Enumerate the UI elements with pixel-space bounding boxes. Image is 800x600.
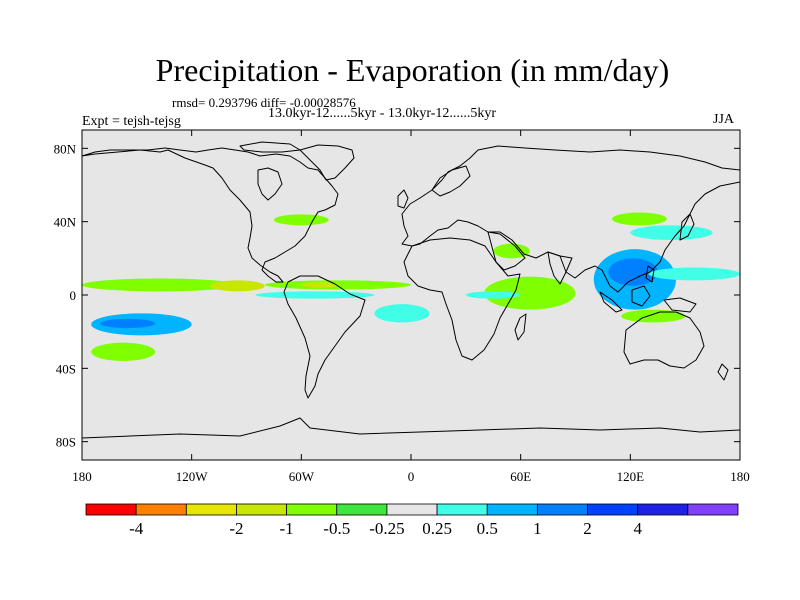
season-label: JJA — [713, 112, 735, 127]
anomaly-west-pacific-wet-band — [648, 267, 740, 281]
coast-eurasia — [401, 145, 741, 293]
y-tick-label: 80S — [56, 435, 76, 450]
coast-india — [547, 251, 573, 285]
anomaly-indian-ocean-dry-patch — [484, 276, 576, 310]
x-tick-label: 120E — [617, 469, 645, 484]
experiment-subtitle: 13.0kyr-12......5kyr - 13.0kyr-12......5… — [268, 106, 497, 121]
colorbar-label: -2 — [229, 519, 243, 538]
anomaly-east-pacific-dry-band — [82, 278, 238, 292]
anomaly-west-pacific-wet-north — [630, 225, 713, 241]
coast-arabia — [487, 231, 526, 271]
coast-new-zealand — [717, 363, 729, 381]
coast-madagascar — [514, 313, 527, 341]
x-tick-label: 180 — [72, 469, 92, 484]
x-tick-label: 0 — [408, 469, 415, 484]
colorbar: -4 -2 -1 -0.5 -0.25 0.25 0.5 1 2 4 — [85, 503, 739, 538]
anomaly-north-atlantic-dry-streak — [273, 214, 329, 226]
colorbar-box — [185, 503, 237, 516]
anomaly-south-pacific-dry-patch — [91, 342, 156, 362]
anomaly-south-pacific-wet-core — [100, 318, 156, 328]
colorbar-label: 4 — [633, 519, 642, 538]
colorbar-box — [386, 503, 438, 516]
figure-title: Precipitation - Evaporation (in mm/day) — [155, 52, 670, 88]
coast-africa — [403, 237, 521, 361]
coast-south-america — [283, 275, 366, 399]
colorbar-label: 2 — [583, 519, 592, 538]
colorbar-box — [486, 503, 538, 516]
coast-australia — [623, 311, 705, 369]
coast-greenland — [299, 144, 355, 181]
coast-sumatra — [599, 291, 623, 313]
anomaly-south-atlantic-wet-tongue — [374, 304, 430, 323]
coast-hudson-bay — [257, 167, 283, 201]
colorbar-box — [85, 503, 137, 516]
y-tick-label: 40N — [54, 215, 77, 230]
anomaly-south-indian-wet-patch — [557, 331, 613, 351]
x-tick-label: 60W — [289, 469, 315, 484]
colorbar-box — [587, 503, 639, 516]
coastlines — [81, 141, 741, 439]
x-tick-label: 180 — [730, 469, 750, 484]
colorbar-box — [336, 503, 388, 516]
colorbar-label: 1 — [533, 519, 542, 538]
colorbar-box — [236, 503, 288, 516]
colorbar-label: 0.5 — [477, 519, 498, 538]
y-tick-label: 40S — [56, 361, 76, 376]
anomaly-atlantic-itcz-wet-edge — [255, 291, 375, 299]
x-tick-label: 120W — [176, 469, 209, 484]
anomaly-australia-dry-patch — [621, 309, 686, 323]
coast-arctic-islands — [239, 141, 301, 153]
colorbar-box — [436, 503, 488, 516]
colorbar-label: -0.5 — [323, 519, 350, 538]
experiment-label: Expt = tejsh-tejsg — [82, 114, 181, 129]
anomaly-central-america-dry-core — [209, 280, 265, 292]
colorbar-box — [687, 503, 739, 516]
anomaly-atlantic-itcz-dry-core — [301, 282, 338, 288]
y-tick-label: 0 — [70, 288, 77, 303]
anomaly-west-pacific-wet-core — [608, 258, 658, 286]
anomaly-indian-ocean-wet-streak — [465, 291, 521, 299]
coast-philippines — [645, 265, 655, 283]
coast-new-guinea — [663, 297, 697, 313]
y-axis-ticks: 80N 40N 0 40S 80S — [54, 141, 740, 450]
anomaly-north-atlantic-wet-streak — [337, 199, 384, 213]
coast-scandinavia — [431, 165, 471, 197]
coast-antarctica — [81, 417, 741, 439]
coast-japan — [679, 213, 695, 241]
anomaly-arabian-sea-dry-patch — [493, 243, 530, 259]
anomaly-east-pacific-wet-edge — [82, 291, 192, 301]
colorbar-box — [135, 503, 187, 516]
coast-british-isles — [397, 189, 409, 209]
colorbar-box — [637, 503, 689, 516]
x-axis-ticks: 180 120W 60W 0 60E 120E 180 — [72, 130, 750, 484]
coast-north-america — [81, 147, 339, 283]
anomaly-northwest-pacific-dry — [612, 212, 667, 226]
coast-borneo — [631, 285, 651, 307]
colorbar-label: -1 — [280, 519, 294, 538]
colorbar-box — [536, 503, 588, 516]
statistics-label: rmsd= 0.293796 diff= -0.00028576 — [172, 95, 356, 110]
colorbar-box — [286, 503, 338, 516]
colorbar-label: -4 — [129, 519, 144, 538]
y-tick-label: 80N — [54, 141, 77, 156]
anomaly-layer — [82, 199, 740, 362]
x-tick-label: 60E — [510, 469, 531, 484]
colorbar-label: 0.25 — [422, 519, 452, 538]
colorbar-label: -0.25 — [369, 519, 404, 538]
